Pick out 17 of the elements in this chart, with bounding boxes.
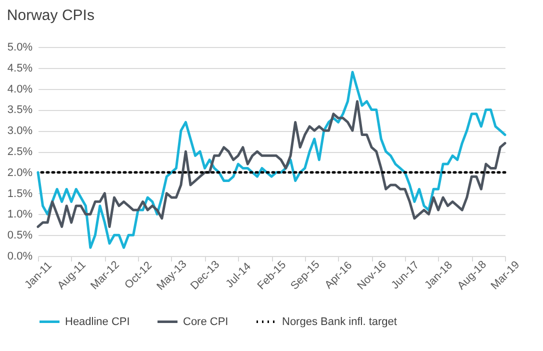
y-tick-label: 0.0% <box>7 250 33 262</box>
y-tick-label: 4.0% <box>7 83 33 96</box>
line-series <box>36 100 506 228</box>
y-tick-label: 3.5% <box>7 104 33 116</box>
legend-label: Norges Bank infl. target <box>282 316 397 328</box>
y-tick-label: 5.0% <box>7 42 33 54</box>
y-tick-label: 4.5% <box>7 62 33 74</box>
chart-title: Norway CPIs <box>6 7 94 24</box>
line-series <box>36 70 506 249</box>
y-tick-label: 2.5% <box>7 146 33 158</box>
y-tick-label: 1.5% <box>7 188 33 200</box>
y-tick-label: 3.0% <box>7 125 33 138</box>
y-tick-label: 2.0% <box>7 166 33 179</box>
y-tick-label: 1.0% <box>7 208 33 221</box>
legend-label: Core CPI <box>183 316 228 328</box>
legend-label: Headline CPI <box>65 316 130 328</box>
y-tick-label: 0.5% <box>7 230 33 242</box>
